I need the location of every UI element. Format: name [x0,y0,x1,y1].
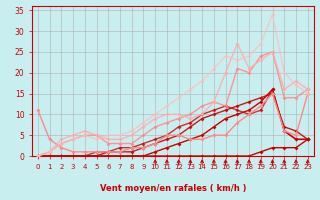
X-axis label: Vent moyen/en rafales ( km/h ): Vent moyen/en rafales ( km/h ) [100,184,246,193]
